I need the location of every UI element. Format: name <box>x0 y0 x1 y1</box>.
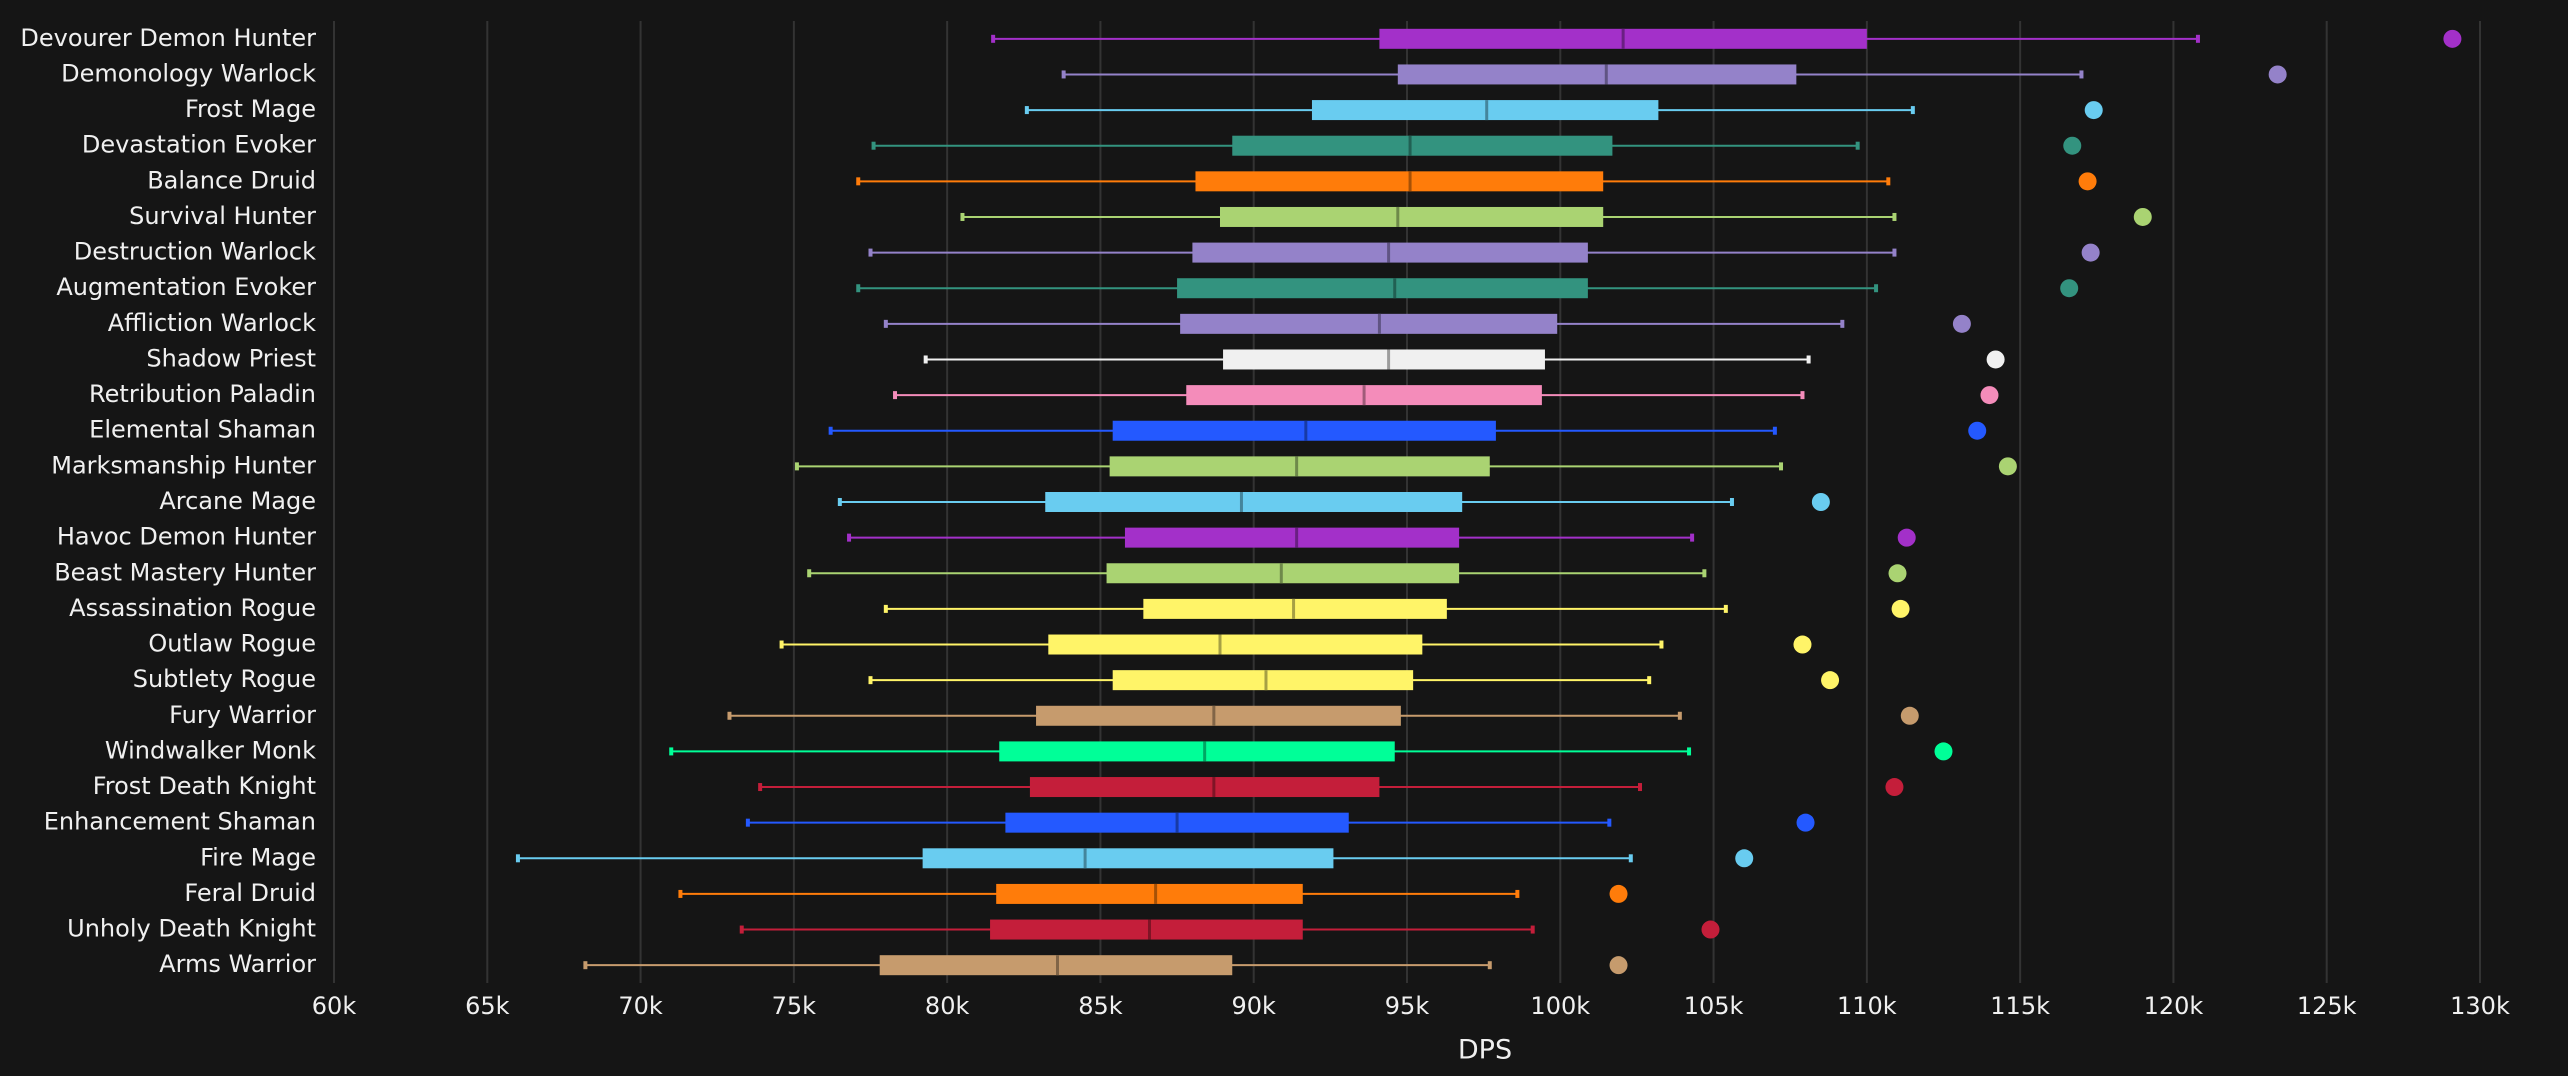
outlier-dot <box>1900 706 1919 725</box>
y-tick-label: Balance Druid <box>147 166 316 194</box>
box <box>1232 135 1613 156</box>
outlier-dot <box>2063 136 2082 155</box>
y-tick-label: Feral Druid <box>184 879 316 907</box>
x-tick-label: 105k <box>1684 992 1744 1020</box>
outlier-dot <box>2081 243 2100 262</box>
box <box>879 955 1233 976</box>
y-tick-label: Fire Mage <box>200 843 316 871</box>
y-tick-label: Fury Warrior <box>169 701 316 729</box>
y-tick-label: Shadow Priest <box>146 344 316 372</box>
box <box>1397 64 1797 85</box>
box <box>1177 278 1588 299</box>
outlier-dot <box>2133 207 2152 226</box>
box <box>1124 527 1460 548</box>
x-tick-label: 60k <box>312 992 357 1020</box>
y-tick-label: Demonology Warlock <box>61 59 316 87</box>
x-tick-label: 95k <box>1385 992 1430 1020</box>
box <box>1180 313 1558 334</box>
box <box>996 883 1303 904</box>
x-tick-label: 80k <box>925 992 970 1020</box>
x-tick-label: 70k <box>618 992 663 1020</box>
box <box>1036 705 1401 726</box>
y-tick-label: Subtlety Rogue <box>133 665 316 693</box>
outlier-dot <box>1897 528 1916 547</box>
outlier-dot <box>1968 421 1987 440</box>
y-tick-label: Enhancement Shaman <box>44 808 316 836</box>
x-tick-label: 130k <box>2450 992 2510 1020</box>
outlier-dot <box>1885 778 1904 797</box>
x-tick-label: 100k <box>1530 992 1590 1020</box>
box <box>1311 100 1659 121</box>
x-tick-label: 90k <box>1231 992 1276 1020</box>
y-tick-label: Elemental Shaman <box>89 416 316 444</box>
y-tick-label: Outlaw Rogue <box>148 630 316 658</box>
y-tick-label: Devastation Evoker <box>82 131 316 159</box>
box <box>1195 171 1604 192</box>
outlier-dot <box>1998 457 2017 476</box>
box <box>1143 598 1447 619</box>
outlier-dot <box>2078 172 2097 191</box>
y-tick-label: Destruction Warlock <box>74 238 316 266</box>
box <box>1112 670 1414 691</box>
outlier-dot <box>1888 564 1907 583</box>
box <box>922 848 1334 869</box>
outlier-dot <box>1735 849 1754 868</box>
outlier-dot <box>1986 350 2005 369</box>
y-tick-label: Arms Warrior <box>159 950 316 978</box>
y-tick-label: Augmentation Evoker <box>56 273 316 301</box>
outlier-dot <box>1609 884 1628 903</box>
box <box>999 741 1395 762</box>
box <box>1045 492 1463 512</box>
outlier-dot <box>2268 65 2287 84</box>
box <box>1048 634 1423 655</box>
outlier-dot <box>1934 742 1953 761</box>
y-tick-label: Arcane Mage <box>159 487 316 515</box>
box <box>1109 456 1490 477</box>
y-tick-label: Windwalker Monk <box>105 736 316 764</box>
box <box>1219 206 1604 227</box>
y-tick-label: Frost Death Knight <box>93 772 316 800</box>
outlier-dot <box>1793 635 1812 654</box>
box <box>1106 563 1460 584</box>
box <box>1192 242 1588 263</box>
y-tick-label: Assassination Rogue <box>69 594 316 622</box>
outlier-dot <box>2443 29 2462 48</box>
box <box>1223 349 1545 370</box>
outlier-dot <box>1952 314 1971 333</box>
y-tick-label: Beast Mastery Hunter <box>54 558 316 586</box>
outlier-dot <box>1891 599 1910 618</box>
outlier-dot <box>2084 101 2103 120</box>
outlier-dot <box>1811 493 1830 511</box>
y-tick-label: Havoc Demon Hunter <box>57 523 316 551</box>
outlier-dot <box>1701 920 1720 939</box>
y-tick-label: Unholy Death Knight <box>67 915 316 943</box>
outlier-dot <box>1821 671 1840 690</box>
box <box>1029 777 1380 798</box>
x-axis-label: DPS <box>1458 1035 1512 1066</box>
outlier-dot <box>2060 279 2079 298</box>
y-tick-label: Frost Mage <box>185 95 316 123</box>
x-tick-label: 115k <box>1990 992 2050 1020</box>
outlier-dot <box>1609 956 1628 975</box>
y-tick-label: Survival Hunter <box>129 202 316 230</box>
y-tick-label: Affliction Warlock <box>108 309 316 337</box>
x-tick-label: 85k <box>1078 992 1123 1020</box>
outlier-dot <box>1980 386 1999 405</box>
x-tick-label: 110k <box>1837 992 1897 1020</box>
y-tick-label: Devourer Demon Hunter <box>20 24 316 52</box>
x-tick-label: 125k <box>2297 992 2357 1020</box>
x-tick-label: 65k <box>465 992 510 1020</box>
box <box>990 919 1303 940</box>
y-tick-label: Retribution Paladin <box>89 380 316 408</box>
box <box>1112 420 1496 441</box>
x-tick-label: 75k <box>772 992 817 1020</box>
x-tick-label: 120k <box>2144 992 2204 1020</box>
outlier-dot <box>1796 813 1815 832</box>
y-tick-label: Marksmanship Hunter <box>51 451 316 479</box>
